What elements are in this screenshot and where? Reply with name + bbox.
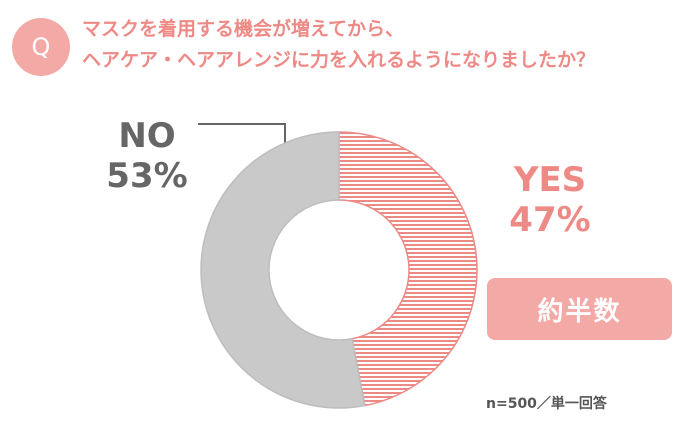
- yes-category-label: YES: [513, 160, 587, 200]
- question-line-2: ヘアケア・ヘアアレンジに力を入れるようになりましたか？: [82, 49, 596, 71]
- sample-note: n=500／単一回答: [486, 396, 607, 412]
- donut-slice-yes: [338, 131, 478, 407]
- question-text: マスクを着用する機会が増えてから、 ヘアケア・ヘアアレンジに力を入れるようになり…: [82, 14, 692, 76]
- no-category-label: NO: [118, 116, 176, 156]
- no-percent-label: 53%: [106, 156, 188, 196]
- yes-percent-label: 47%: [509, 200, 591, 240]
- question-line-1: マスクを着用する機会が増えてから、: [82, 18, 405, 40]
- no-label: NO 53%: [92, 116, 202, 196]
- donut-slice-no: [200, 131, 366, 409]
- callout-box: 約半数: [487, 278, 672, 340]
- yes-label: YES 47%: [495, 160, 605, 240]
- question-badge: Q: [12, 18, 70, 76]
